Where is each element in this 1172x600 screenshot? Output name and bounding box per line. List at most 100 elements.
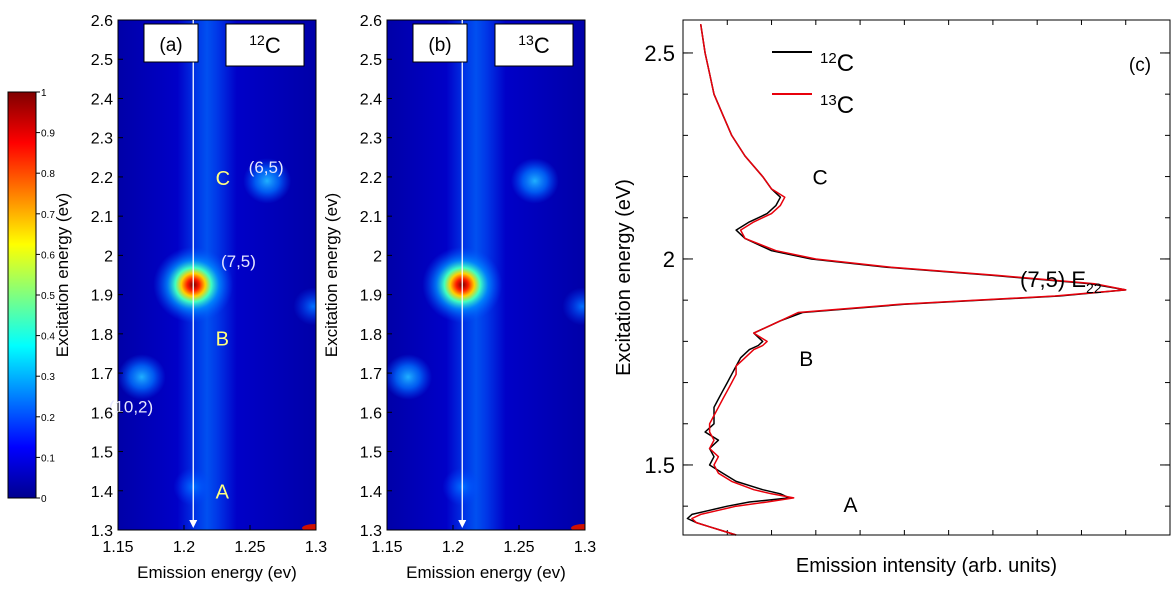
y-tick-label: 2.5	[91, 52, 113, 69]
heatmap-peak	[118, 354, 166, 400]
y-tick-label: 2.6	[91, 13, 113, 30]
panel-label-text: (a)	[159, 35, 182, 56]
line-panel-c: 1.5 2 2.5 12C 13C (c) C B A (7,5) E22 Emission int…	[613, 19, 1171, 577]
y-tick-label: 2.5	[644, 41, 675, 66]
isotope-label-box	[494, 23, 574, 67]
heatmap-peak	[243, 158, 292, 204]
curve-annotation: C	[813, 167, 828, 190]
colorbar-tick-label: 0	[41, 494, 47, 505]
colorbar-tick-label: 1	[41, 88, 47, 99]
y-tick-label: 2.2	[91, 170, 113, 187]
x-tick-label: 1.25	[503, 539, 534, 556]
colorbar-tick-label: 0.9	[41, 129, 55, 140]
y-tick-label: 2	[104, 248, 113, 265]
y-tick-label: 1.6	[360, 405, 382, 422]
y-tick-label: 1.8	[360, 327, 382, 344]
panel-label-box	[143, 23, 199, 63]
colorbar-tick-label: 0.6	[41, 250, 55, 261]
plot-frame	[682, 19, 1171, 536]
x-tick-label: 1.15	[102, 539, 133, 556]
colorbar-tick-label: 0.8	[41, 169, 55, 180]
heatmap-annotation: A	[216, 482, 230, 504]
y-axis-label: Excitation energy (ev)	[322, 193, 341, 357]
heatmap-annotation: (6,5)	[249, 158, 284, 177]
x-tick-label: 1.2	[442, 539, 464, 556]
y-tick-label: 1.8	[91, 327, 113, 344]
isotope-label-text: 13C	[518, 32, 550, 58]
legend-label: 12C	[820, 50, 854, 77]
y-tick-label: 2.1	[91, 209, 113, 226]
y-tick-label: 2.4	[91, 91, 113, 108]
y-tick-label: 2.3	[360, 131, 382, 148]
heatmap-annotation: B	[216, 329, 229, 351]
heatmap-frame	[386, 19, 586, 531]
heatmap-plot-area	[387, 20, 585, 530]
peak-label: (7,5) E22	[1020, 267, 1102, 296]
legend-label: 13C	[820, 92, 854, 119]
x-axis-label: Emission energy (ev)	[406, 563, 566, 582]
isotope-label: 12C	[225, 23, 305, 67]
y-tick-label: 1.7	[360, 366, 382, 383]
y-tick-label: 1.5	[91, 445, 113, 462]
y-tick-label: 1.9	[91, 288, 113, 305]
y-tick-label: 1.4	[360, 484, 382, 501]
legend: 12C 13C	[772, 50, 854, 119]
y-tick-label: 2.6	[360, 13, 382, 30]
x-tick-label: 1.15	[371, 539, 402, 556]
colorbar-ticks: 0 0.1 0.2 0.3 0.4 0.5 0.6 0.7 0.8 0.9 1	[36, 88, 55, 505]
colorbar-tick-label: 0.4	[41, 332, 55, 343]
isotope-label-box	[225, 23, 305, 67]
y-tick-label: 2	[373, 248, 382, 265]
colorbar-tick-label: 0.5	[41, 291, 55, 302]
y-tick-label: 1.6	[91, 405, 113, 422]
y-tick-label: 2.4	[360, 91, 382, 108]
heatmap-panel-b: (b) 13C 1.3 1.4 1.5 1.6 1.7 1.8 1.9 2 2.1 2.2 2.3 2.4…	[322, 13, 596, 582]
y-tick-label: 2.5	[360, 52, 382, 69]
heatmap-plot-area	[118, 20, 316, 530]
y-axis-label: Excitation energy (eV)	[613, 179, 635, 376]
heatmap-panel-a: (a) 12C C (6,5) (7,5) B (10,2) A 1.3 1.4 1.5 1.6 1.7…	[53, 13, 327, 582]
heatmap-annotation: C	[216, 168, 230, 190]
colorbar-tick-label: 0.2	[41, 413, 55, 424]
curve-annotation: A	[844, 494, 858, 517]
colorbar-tick-label: 0.3	[41, 372, 55, 383]
x-tick-label: 1.2	[173, 539, 195, 556]
series-line	[691, 23, 1127, 536]
y-tick-label: 1.5	[360, 445, 382, 462]
y-tick-label: 1.7	[91, 366, 113, 383]
isotope-label: 13C	[494, 23, 574, 67]
curve-annotation: B	[799, 348, 813, 371]
slice-arrowhead	[189, 520, 198, 528]
panel-label: (a)	[143, 23, 199, 63]
y-axis-label: Excitation energy (ev)	[53, 193, 72, 357]
panel-label-box	[412, 23, 468, 63]
y-tick-label: 1.9	[360, 288, 382, 305]
panel-label-text: (c)	[1129, 55, 1151, 76]
colorbar-gradient	[7, 91, 37, 499]
x-tick-label: 1.3	[574, 539, 596, 556]
y-tick-label: 1.3	[360, 523, 382, 540]
panel-label-text: (b)	[428, 35, 451, 56]
slice-arrowhead	[458, 520, 467, 528]
heatmap-peak	[387, 354, 433, 400]
x-axis-label: Emission intensity (arb. units)	[796, 555, 1057, 577]
y-tick-label: 1.3	[91, 523, 113, 540]
heatmap-corner-hotspot	[302, 524, 316, 530]
colorbar-tick-label: 0.1	[41, 453, 55, 464]
y-tick-label: 2.1	[360, 209, 382, 226]
colorbar: 0 0.1 0.2 0.3 0.4 0.5 0.6 0.7 0.8 0.9 1	[7, 88, 55, 505]
heatmap-annotation: (10,2)	[109, 397, 153, 416]
heatmap-peak	[510, 158, 559, 204]
heatmap-peak	[293, 287, 316, 326]
y-tick-label: 1.4	[91, 484, 113, 501]
heatmap-annotation: (7,5)	[221, 252, 256, 271]
panel-label: (b)	[412, 23, 468, 63]
y-tick-label: 1.5	[644, 453, 675, 478]
x-axis-label: Emission energy (ev)	[137, 563, 297, 582]
y-tick-label: 2.2	[360, 170, 382, 187]
y-tick-label: 2.3	[91, 131, 113, 148]
y-tick-label: 2	[663, 247, 675, 272]
heatmap-frame	[117, 19, 317, 531]
isotope-label-text: 12C	[249, 32, 281, 58]
